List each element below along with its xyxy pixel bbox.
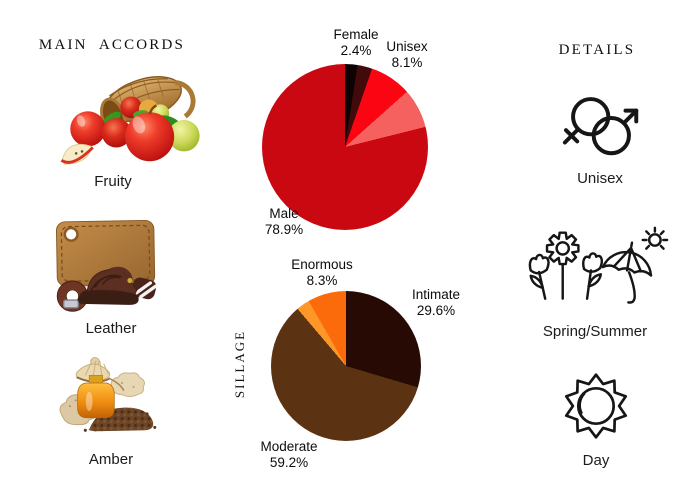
detail-label-day: Day [582,452,610,469]
apples-basket-illustration [60,76,200,165]
amber-bottle-illustration [59,356,157,432]
accord-label-fruity: Fruity [94,173,132,190]
leather-swatch-illustration [55,219,158,312]
day-icon [562,371,630,441]
spring-summer-icon [524,224,670,304]
detail-label-unisex: Unisex [577,170,623,187]
accord-label-amber: Amber [88,451,134,468]
spring-summer-glyph [528,226,669,304]
pie2-label-enormous: Enormous 8.3% [291,257,353,288]
details-header: DETAILS [558,42,636,58]
pie1-label-male: Male 78.9% [264,206,304,237]
gender-pie-chart [262,64,428,230]
pie2-label-intimate: Intimate 29.6% [411,287,461,318]
pie1-label-unisex: Unisex 8.1% [386,39,428,70]
detail-label-spring-summer: Spring/Summer [542,323,648,340]
accord-label-leather: Leather [85,320,137,337]
sillage-axis-label: SILLAGE [232,329,247,399]
fruity-accord-image [54,74,212,172]
unisex-icon [558,88,644,166]
pie2-label-moderate: Moderate 59.2% [260,439,318,470]
unisex-gender-glyph [562,97,639,156]
day-sun-glyph [564,373,628,439]
main-accords-header: MAIN ACCORDS [38,37,186,53]
amber-accord-image [52,356,164,438]
leather-accord-image [52,214,164,312]
sillage-pie-chart [271,291,421,441]
pie1-label-female: Female 2.4% [333,27,379,58]
